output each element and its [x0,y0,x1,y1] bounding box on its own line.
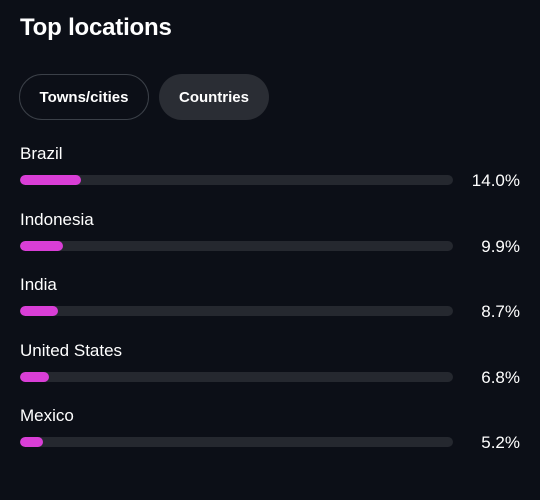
location-name: India [20,275,57,294]
location-name: United States [20,340,123,360]
locations-list: Brazil 14.0% Indonesia 9.9% India 8.7% U… [20,140,520,468]
progress-fill [20,306,58,316]
location-type-tabs: Towns/cities Countries [19,74,269,120]
location-name: Brazil [20,144,63,163]
location-percent: 9.9% [481,236,520,256]
location-name: Indonesia [20,209,94,229]
progress-track [20,240,453,251]
progress-fill [20,437,43,447]
panel-title: Top locations [20,14,172,41]
tab-countries[interactable]: Countries [159,74,269,120]
progress-track [20,306,453,316]
tab-towns-cities[interactable]: Towns/cities [19,74,149,120]
list-item: United States 6.8% [20,337,520,403]
progress-fill [20,371,50,382]
location-percent: 14.0% [471,171,520,190]
location-percent: 6.8% [481,367,520,387]
progress-track [20,437,453,447]
progress-fill [20,175,81,185]
location-name: Mexico [20,406,74,425]
list-item: Mexico 5.2% [20,402,520,468]
progress-fill [20,240,63,251]
location-percent: 5.2% [481,433,520,452]
progress-track [20,371,453,382]
list-item: India 8.7% [20,271,520,337]
progress-track [20,175,453,185]
location-percent: 8.7% [481,302,520,321]
list-item: Indonesia 9.9% [20,206,520,272]
list-item: Brazil 14.0% [20,140,520,206]
